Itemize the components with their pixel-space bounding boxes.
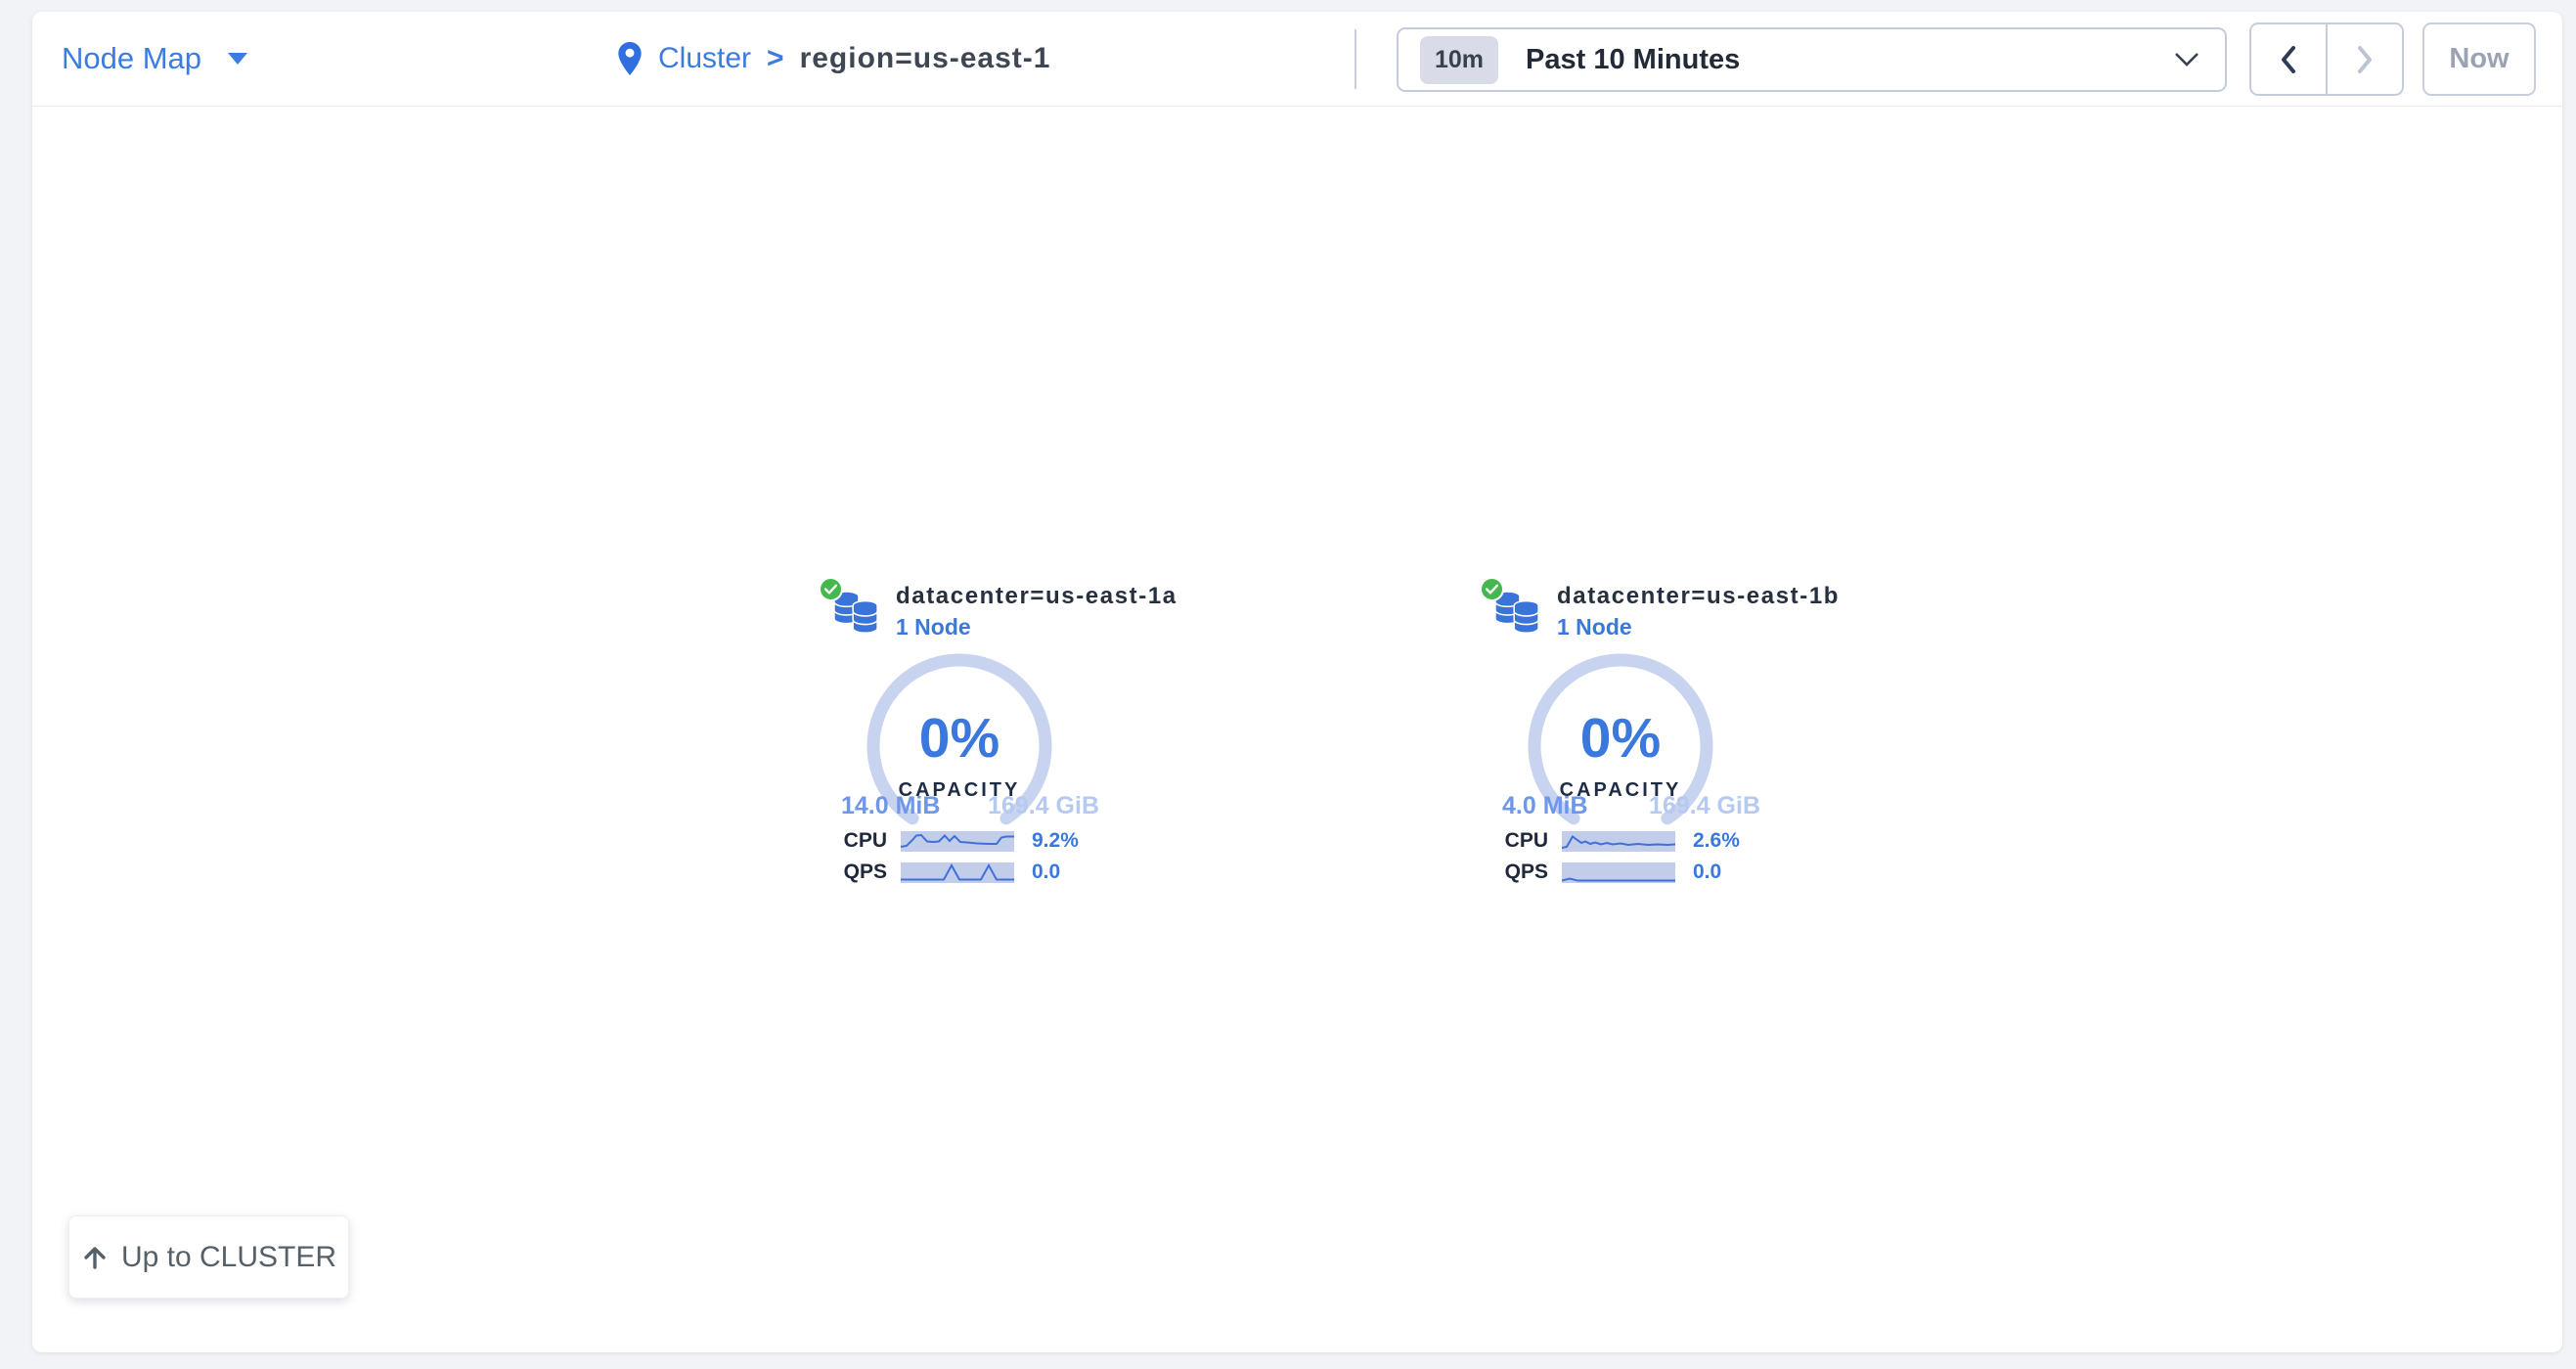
datacenter-card-us-east-1a[interactable]: datacenter=us-east-1a 1 Node 0% CAPACITY…: [812, 567, 1176, 895]
capacity-arc: [866, 653, 1052, 825]
qps-label: QPS: [843, 861, 887, 883]
breadcrumb-current-locality: region=us-east-1: [799, 42, 1051, 74]
capacity-used: 14.0 MiB: [841, 792, 941, 819]
capacity-total: 169.4 GiB: [988, 792, 1099, 819]
capacity-values: 4.0 MiB 169.4 GiB: [1473, 792, 1766, 820]
chevron-left-icon: [2278, 45, 2299, 74]
qps-sparkline-path: [901, 862, 1014, 880]
healthy-check-icon: [819, 577, 843, 601]
header-bar: Node Map Cluster > region=us-east-1 10m …: [32, 12, 2562, 107]
capacity-label: CAPACITY: [898, 779, 1021, 801]
cpu-label: CPU: [843, 829, 887, 852]
map-pin-icon: [617, 42, 643, 75]
cpu-metric-row: CPU 9.2%: [812, 829, 1115, 853]
breadcrumb-separator: >: [767, 42, 784, 74]
time-window-label: Past 10 Minutes: [1526, 43, 1741, 75]
breadcrumb: Cluster > region=us-east-1: [617, 12, 1050, 106]
qps-value: 0.0: [1693, 861, 1722, 883]
capacity-label: CAPACITY: [1559, 779, 1682, 801]
qps-sparkline: [901, 861, 1014, 883]
capacity-used: 4.0 MiB: [1502, 792, 1588, 819]
time-pager: [2249, 22, 2404, 96]
qps-label: QPS: [1504, 861, 1548, 883]
caret-down-icon: [227, 52, 248, 66]
node-count-label: 1 Node: [1557, 614, 1632, 640]
datacenter-title: datacenter=us-east-1a: [896, 583, 1177, 609]
node-count-label: 1 Node: [896, 614, 971, 640]
arrow-up-icon: [81, 1244, 109, 1271]
capacity-percent: 0%: [1579, 707, 1662, 770]
chevron-down-icon: [2174, 52, 2199, 67]
previous-interval-button[interactable]: [2251, 24, 2326, 94]
next-interval-button[interactable]: [2326, 24, 2402, 94]
qps-metric-row: QPS 0.0: [1473, 861, 1776, 884]
cpu-metric-row: CPU 2.6%: [1473, 829, 1776, 853]
qps-metric-row: QPS 0.0: [812, 861, 1115, 884]
capacity-values: 14.0 MiB 169.4 GiB: [812, 792, 1105, 820]
header-divider: [1355, 29, 1356, 89]
cpu-sparkline-path: [901, 833, 1014, 848]
database-stack-icon: [833, 591, 880, 642]
node-map-canvas: datacenter=us-east-1a 1 Node 0% CAPACITY…: [32, 107, 2562, 1352]
view-selector-label: Node Map: [62, 41, 202, 75]
capacity-gauge: 0% CAPACITY: [862, 651, 1057, 847]
qps-sparkline-path: [1562, 876, 1675, 881]
time-window-badge: 10m: [1420, 35, 1499, 84]
capacity-gauge: 0% CAPACITY: [1523, 651, 1718, 847]
healthy-check-icon: [1480, 577, 1504, 601]
database-stack-icon: [1494, 591, 1541, 642]
qps-sparkline: [1562, 861, 1675, 883]
capacity-percent: 0%: [918, 707, 1000, 770]
node-map-panel: Node Map Cluster > region=us-east-1 10m …: [32, 12, 2562, 1352]
now-button[interactable]: Now: [2422, 22, 2536, 96]
up-to-cluster-label: Up to CLUSTER: [120, 1240, 337, 1273]
capacity-arc: [1528, 653, 1713, 825]
chevron-right-icon: [2354, 45, 2376, 74]
cpu-value: 2.6%: [1693, 829, 1740, 852]
cpu-sparkline-path: [1562, 834, 1675, 849]
cpu-label: CPU: [1504, 829, 1548, 852]
cpu-value: 9.2%: [1032, 829, 1079, 852]
cpu-sparkline: [901, 830, 1014, 852]
capacity-total: 169.4 GiB: [1649, 792, 1760, 819]
qps-value: 0.0: [1032, 861, 1061, 883]
view-selector-dropdown[interactable]: Node Map: [62, 12, 248, 106]
datacenter-card-us-east-1b[interactable]: datacenter=us-east-1b 1 Node 0% CAPACITY…: [1473, 567, 1838, 895]
breadcrumb-cluster-link[interactable]: Cluster: [658, 42, 752, 74]
time-window-selector[interactable]: 10m Past 10 Minutes: [1397, 27, 2227, 92]
up-to-cluster-button[interactable]: Up to CLUSTER: [68, 1215, 349, 1299]
cpu-sparkline: [1562, 830, 1675, 852]
datacenter-title: datacenter=us-east-1b: [1557, 583, 1841, 609]
